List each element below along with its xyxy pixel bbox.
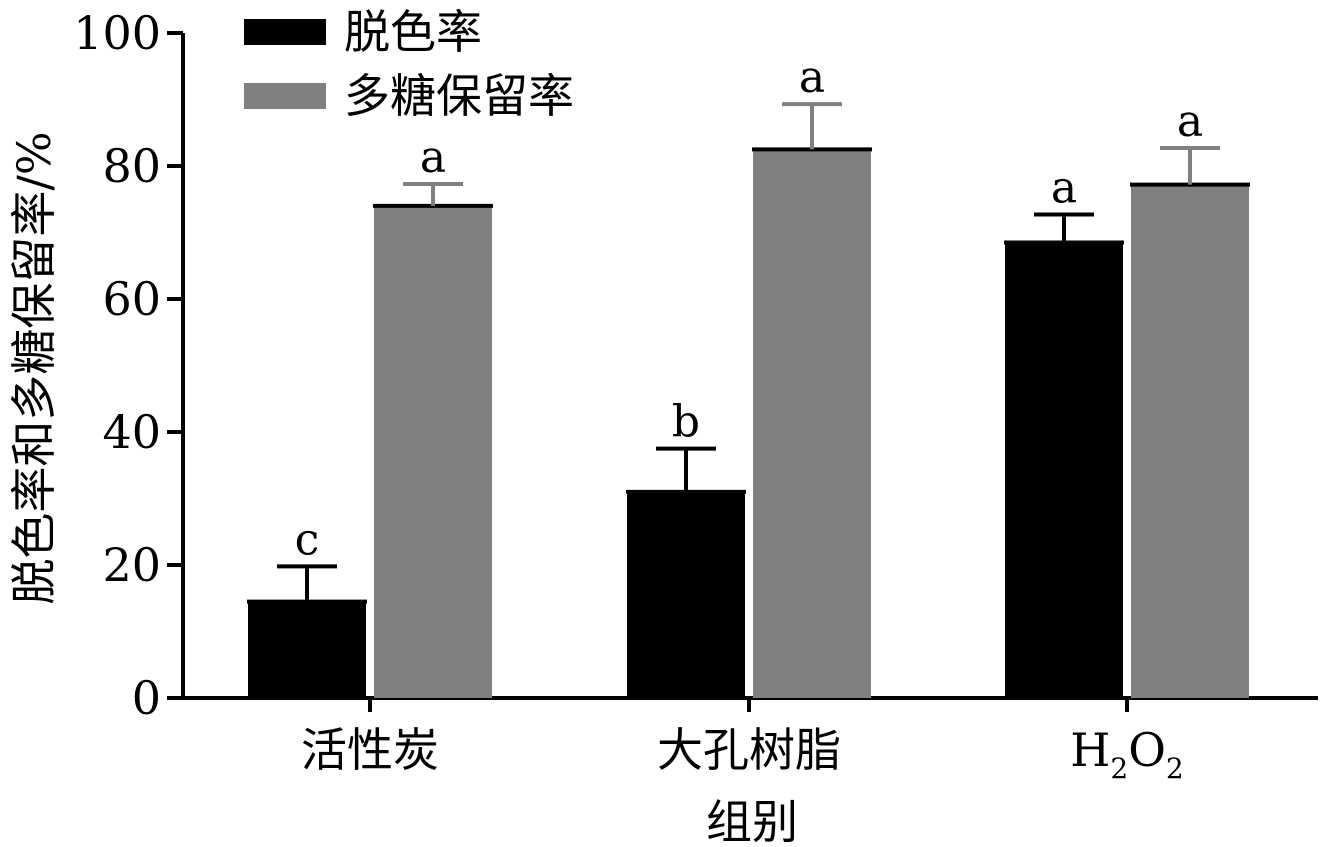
legend-label: 脱色率 <box>344 5 482 59</box>
y-tick-label: 40 <box>102 405 161 459</box>
bars: c a b a a a <box>247 52 1250 698</box>
significance-label: c <box>295 514 320 565</box>
bar-1 <box>627 491 745 698</box>
bar-1 <box>1005 242 1123 698</box>
y-tick-label: 80 <box>102 139 161 193</box>
y-axis-label: 脱色率和多糖保留率/% <box>7 131 61 604</box>
legend-swatch <box>246 83 324 109</box>
y-tick-label: 0 <box>132 671 161 725</box>
significance-label: a <box>799 52 825 103</box>
y-tick-label: 20 <box>102 538 161 592</box>
legend-label: 多糖保留率 <box>344 69 574 123</box>
bar-1 <box>248 601 366 698</box>
significance-label: a <box>1177 96 1203 147</box>
bar-2 <box>374 205 492 698</box>
y-tick-label: 100 <box>73 6 161 60</box>
significance-label: b <box>672 397 700 448</box>
axes: 0 20 40 60 80 100 活性炭 大孔树脂 H2O2 <box>73 6 1318 785</box>
bar-2 <box>753 149 871 698</box>
x-tick-label: 活性炭 <box>301 723 439 777</box>
y-tick-label: 60 <box>102 272 161 326</box>
x-tick-label: H2O2 <box>1070 723 1184 785</box>
bar-2 <box>1131 184 1249 698</box>
significance-label: a <box>420 132 446 183</box>
significance-label: a <box>1051 163 1077 214</box>
legend-swatch <box>246 19 324 45</box>
x-tick-label: 大孔树脂 <box>657 723 841 777</box>
x-axis-label: 组别 <box>706 795 798 847</box>
